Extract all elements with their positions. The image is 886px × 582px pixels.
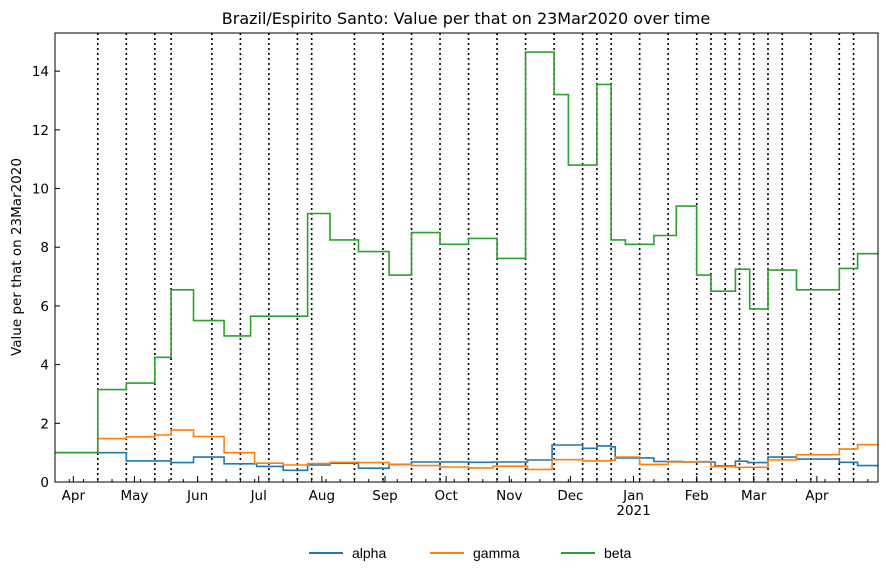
x-tick-label: Feb	[685, 488, 709, 504]
series-group	[55, 51, 878, 472]
chart-title: Brazil/Espirito Santo: Value per that on…	[222, 9, 710, 28]
x-tick-year-label: 2021	[616, 503, 650, 519]
x-tick-label: Jun	[186, 488, 208, 504]
x-tick-label: Jan	[622, 488, 644, 504]
y-tick-label: 4	[40, 358, 49, 374]
series-line-alpha	[55, 444, 878, 472]
x-tick-label: Oct	[434, 488, 457, 504]
reference-lines	[96, 33, 855, 482]
legend-label-alpha: alpha	[352, 545, 386, 561]
x-tick-label: Nov	[496, 488, 522, 504]
y-tick-label: 8	[40, 240, 49, 256]
x-tick-label: Jul	[250, 488, 267, 504]
plot-frame	[54, 32, 879, 483]
y-axis: 0 2 4 6 8 10 12 14	[32, 64, 60, 491]
y-axis-label: Value per that on 23Mar2020	[9, 158, 25, 356]
x-tick-label: Mar	[741, 488, 767, 504]
y-tick-label: 10	[32, 182, 49, 198]
y-tick-label: 2	[40, 416, 49, 432]
series-line-beta	[55, 51, 878, 454]
y-tick-label: 6	[40, 299, 49, 315]
x-tick-label: Aug	[309, 488, 335, 504]
y-tick-label: 12	[32, 123, 49, 139]
series-line-gamma	[55, 429, 878, 471]
x-tick-label: Apr	[805, 488, 829, 504]
y-tick-label: 14	[32, 64, 49, 80]
x-tick-label: Apr	[62, 488, 86, 504]
x-tick-label: Dec	[557, 488, 583, 504]
y-tick-label: 0	[40, 475, 49, 491]
x-tick-label: Sep	[372, 488, 397, 504]
legend-label-beta: beta	[604, 545, 631, 561]
legend-label-gamma: gamma	[473, 545, 520, 561]
legend: alpha gamma beta	[309, 545, 631, 561]
x-tick-label: May	[120, 488, 148, 504]
